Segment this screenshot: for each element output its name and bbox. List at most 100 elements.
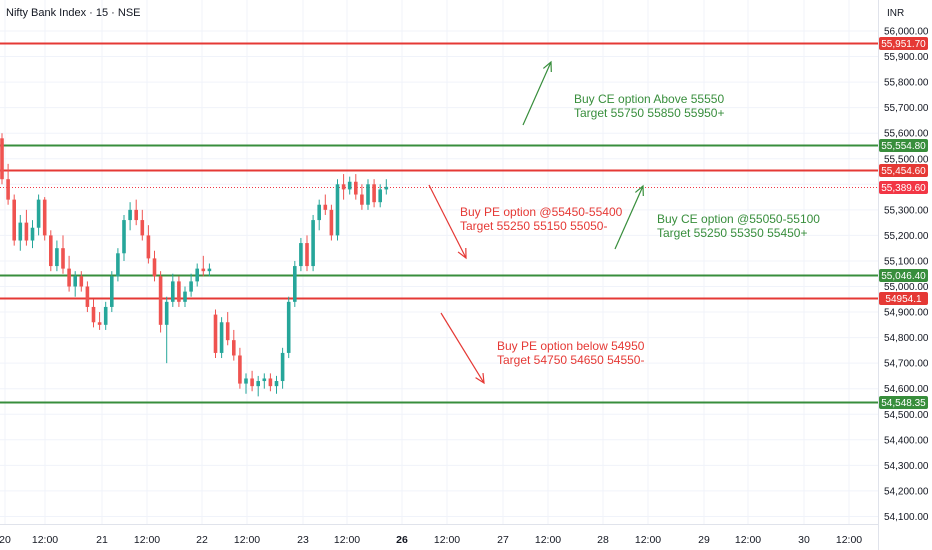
candle-body xyxy=(341,184,346,190)
candle-body xyxy=(110,276,114,307)
candle-body xyxy=(335,184,340,236)
candle-body xyxy=(293,266,297,302)
time-tick-label: 12:00 xyxy=(535,534,561,546)
candle-body xyxy=(262,378,267,382)
candle-body xyxy=(323,204,328,210)
time-tick-label: 29 xyxy=(698,534,710,546)
candle-body xyxy=(238,355,242,384)
time-tick-label: 12:00 xyxy=(635,534,661,546)
annotation-arrows xyxy=(428,60,644,385)
candle-body xyxy=(274,381,279,387)
time-tick-label: 20 xyxy=(0,534,11,546)
price-tick-label: 55,800.00 xyxy=(884,78,929,89)
price-tick-label: 54,700.00 xyxy=(884,359,929,370)
resistance-level-label-box xyxy=(879,37,928,50)
price-tick-label: 55,100.00 xyxy=(884,256,929,267)
candle-body xyxy=(171,281,175,302)
price-axis[interactable]: 56,000.00 55,900.00 55,800.00 55,700.00 55,6… xyxy=(884,27,929,523)
annotation-arrow xyxy=(614,185,644,250)
candle-body xyxy=(73,276,77,287)
candle-body xyxy=(152,258,157,277)
time-tick-label: 22 xyxy=(196,534,208,546)
candle-body xyxy=(177,281,181,302)
currency-label: INR xyxy=(887,8,904,19)
time-tick-label: 12:00 xyxy=(434,534,460,546)
price-tick-label: 54,400.00 xyxy=(884,435,929,446)
time-tick-label: 28 xyxy=(597,534,609,546)
resistance-level-label: 54954.1 xyxy=(885,294,922,305)
candle-body xyxy=(329,209,334,236)
price-tick-label: 55,700.00 xyxy=(884,103,929,114)
time-tick-label: 12:00 xyxy=(836,534,862,546)
candle-body xyxy=(97,322,102,325)
candle-body xyxy=(195,268,199,282)
price-tick-label: 54,200.00 xyxy=(884,486,929,497)
candle-body xyxy=(6,179,10,200)
candle-body xyxy=(91,306,96,323)
candle-body xyxy=(0,138,4,180)
annotation-arrowhead xyxy=(475,372,485,385)
resistance-level-label-box xyxy=(879,292,928,305)
candle-body xyxy=(201,268,206,272)
candle-body xyxy=(122,220,126,254)
candle-body xyxy=(12,199,16,241)
candle-body xyxy=(42,199,47,236)
candle-body xyxy=(18,222,23,241)
candle-body xyxy=(311,220,315,267)
candle-body xyxy=(250,378,254,387)
price-tick-label: 55,900.00 xyxy=(884,52,929,63)
annotation-ce-above: Buy CE option Above 55550 Target 55750 5… xyxy=(574,92,727,120)
annotation-arrowhead xyxy=(634,184,644,197)
support-level-label: 55,046.40 xyxy=(881,271,926,282)
support-level-label-box xyxy=(879,139,928,152)
candle-body xyxy=(317,204,321,221)
price-tick-label: 54,800.00 xyxy=(884,333,929,344)
time-tick-label: 21 xyxy=(96,534,108,546)
chart-title: Nifty Bank Index · 15 · NSE xyxy=(6,7,141,19)
candle-body xyxy=(372,184,376,203)
annotation-arrow xyxy=(440,312,485,384)
price-tick-label: 55,600.00 xyxy=(884,129,929,140)
price-tick-label: 55,000.00 xyxy=(884,282,929,293)
time-axis[interactable]: 20 12:00 21 12:00 22 12:00 23 12:00 26 12:00 27 12:… xyxy=(0,534,862,546)
price-tick-label: 54,500.00 xyxy=(884,410,929,421)
time-tick-label: 12:00 xyxy=(735,534,761,546)
candle-body xyxy=(256,381,260,387)
time-tick-label: 12:00 xyxy=(234,534,260,546)
price-tick-label: 55,200.00 xyxy=(884,231,929,242)
price-tick-label: 55,300.00 xyxy=(884,205,929,216)
candle-body xyxy=(116,253,120,277)
candle-body xyxy=(67,268,71,287)
time-tick-label: 26 xyxy=(396,534,408,546)
price-tick-label: 55,500.00 xyxy=(884,154,929,165)
current-price-text: 55,389.60 xyxy=(881,183,926,194)
candle-body xyxy=(268,378,273,387)
candle-body xyxy=(366,184,370,205)
candle-body xyxy=(378,189,382,203)
candle-body xyxy=(360,194,364,205)
time-tick-label: 23 xyxy=(297,534,309,546)
support-level-label: 54,548.35 xyxy=(881,398,926,409)
candle-body xyxy=(299,243,303,267)
candle-body xyxy=(213,314,218,353)
candle-body xyxy=(140,220,145,236)
resistance-level-label: 55,951.70 xyxy=(881,39,926,50)
candle-body xyxy=(85,286,90,307)
candle-body xyxy=(158,276,163,325)
candle-body xyxy=(164,301,169,325)
candle-body xyxy=(347,181,352,190)
candle-body xyxy=(134,209,138,221)
annotation-arrowhead xyxy=(542,60,552,73)
candle-body xyxy=(286,301,291,353)
candle-body xyxy=(183,291,187,302)
price-tick-label: 54,600.00 xyxy=(884,384,929,395)
support-level-label-box xyxy=(879,269,928,282)
candle-body xyxy=(128,209,132,221)
candle-body xyxy=(305,243,309,267)
time-tick-label: 27 xyxy=(497,534,509,546)
price-tick-label: 54,300.00 xyxy=(884,461,929,472)
annotation-arrow xyxy=(522,61,552,126)
annotation-arrow xyxy=(428,184,467,259)
candle-body xyxy=(280,352,285,382)
